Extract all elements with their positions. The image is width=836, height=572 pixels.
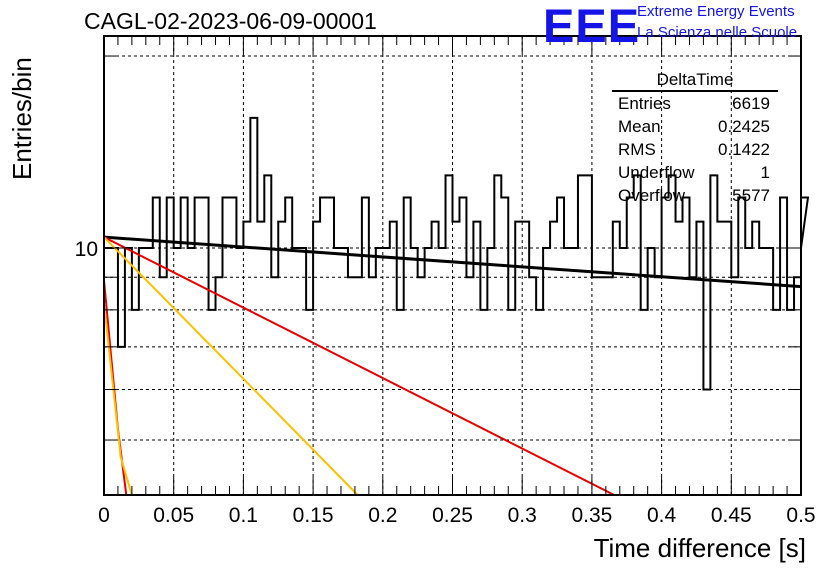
histogram-outline	[104, 116, 810, 391]
histogram-bars	[104, 116, 810, 391]
x-tick-label: 0.3	[508, 504, 537, 527]
x-tick-label: 0.25	[432, 504, 473, 527]
tick-labels: 0 0.05 0.1 0.15 0.2 0.25 0.3 0.35 0.4 0.45 0.5 10	[75, 238, 816, 527]
y-tick-label: 10	[75, 238, 98, 261]
stats-box: DeltaTime Entries 6619 Mean 0.2425 RMS 0.14…	[612, 70, 778, 207]
fit-curve-steep-orange	[103, 302, 133, 496]
stats-row-entries: Entries 6619	[618, 94, 770, 113]
stats-row-overflow: Overflow 5577	[618, 186, 770, 205]
fit-curve-orange	[103, 236, 359, 496]
fit-curves	[103, 235, 802, 496]
stats-row-rms: RMS 0.1422	[618, 140, 770, 159]
stats-row-underflow: Underflow 1	[618, 163, 770, 182]
stats-row-mean: Mean 0.2425	[618, 117, 770, 136]
fit-curve-black	[103, 235, 802, 289]
stats-title: DeltaTime	[612, 70, 778, 92]
x-tick-label: 0	[98, 504, 110, 527]
x-tick-label: 0.1	[229, 504, 258, 527]
x-tick-label: 0.15	[293, 504, 334, 527]
x-tick-label: 0.5	[786, 504, 815, 527]
y-axis-label: Entries/bin	[7, 57, 37, 180]
fit-curve-red	[103, 236, 615, 496]
x-tick-label: 0.45	[711, 504, 752, 527]
x-axis-label: Time difference [s]	[593, 533, 806, 563]
x-tick-label: 0.05	[153, 504, 194, 527]
x-tick-label: 0.4	[647, 504, 677, 527]
x-tick-label: 0.2	[368, 504, 397, 527]
x-tick-label: 0.35	[571, 504, 612, 527]
brand-line-2: La Scienza nelle Scuole	[637, 24, 798, 41]
axes	[103, 35, 802, 496]
brand-line-1: Extreme Energy Events	[637, 3, 795, 20]
chart-title: CAGL-02-2023-06-09-00001	[84, 8, 377, 34]
eee-logo: EEE	[543, 0, 641, 52]
